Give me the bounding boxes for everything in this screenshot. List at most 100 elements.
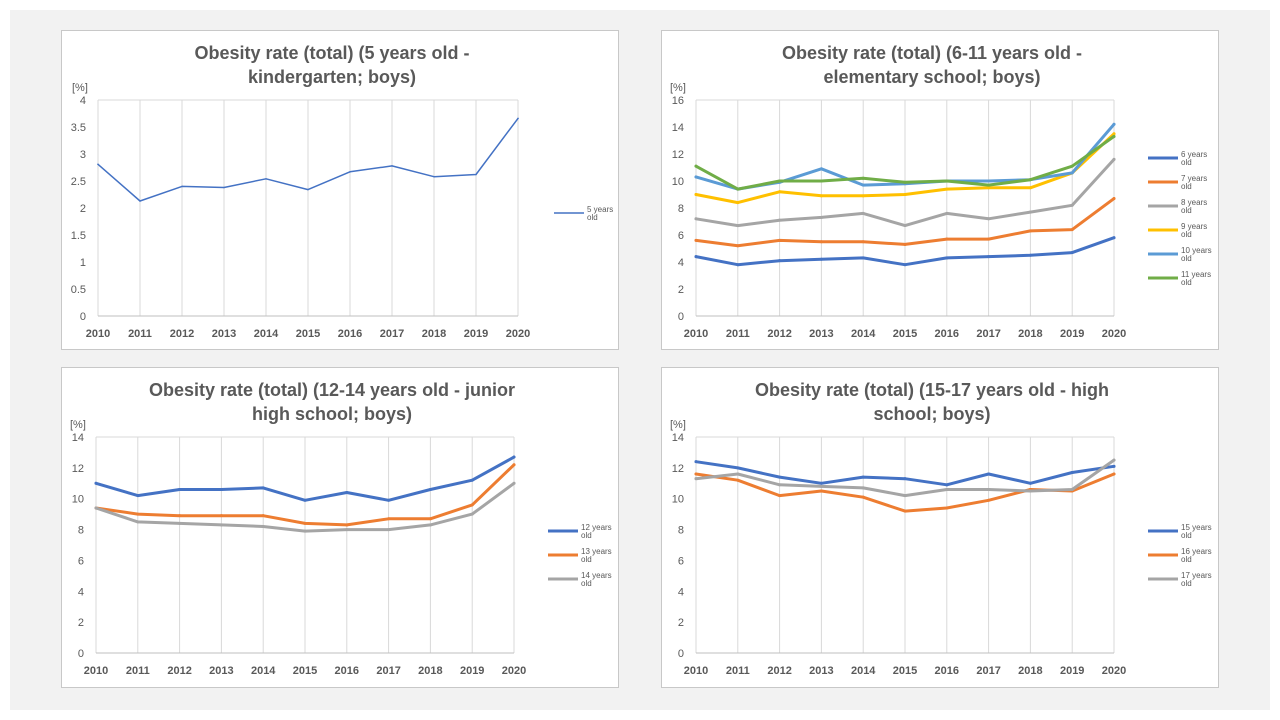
data-point-11-years-old (1070, 164, 1074, 168)
data-point-8-years-old (861, 211, 865, 215)
slide-background: Obesity rate (total) (5 years old - kinde… (10, 10, 1270, 710)
data-point-14-years-old (136, 520, 140, 524)
data-point-6-years-old (819, 257, 823, 261)
chart-title-high-school: Obesity rate (total) (15-17 years old - … (755, 380, 1109, 400)
data-point-9-years-old (736, 201, 740, 205)
legend-label-15-years-old: 15 years (1181, 523, 1212, 532)
x-tick-label: 2018 (418, 665, 442, 677)
data-point-11-years-old (778, 179, 782, 183)
x-tick-label: 2010 (84, 665, 108, 677)
legend-label-8-years-old: old (1181, 206, 1192, 215)
legend-label-8-years-old: 8 years (1181, 198, 1207, 207)
data-point-13-years-old (219, 514, 223, 518)
y-axis-unit-label: [%] (70, 419, 86, 431)
data-point-13-years-old (303, 521, 307, 525)
data-point-6-years-old (1112, 236, 1116, 240)
x-tick-label: 2019 (1060, 328, 1084, 340)
x-tick-label: 2016 (338, 328, 362, 340)
legend-label-12-years-old: old (581, 531, 592, 540)
data-point-11-years-old (694, 164, 698, 168)
x-tick-label: 2013 (809, 328, 833, 340)
data-point-14-years-old (512, 481, 516, 485)
legend-label-5-years-old: 5 years (587, 205, 613, 214)
data-point-12-years-old (428, 487, 432, 491)
y-tick-label: 3 (80, 149, 86, 161)
y-tick-label: 14 (672, 432, 684, 444)
x-tick-label: 2019 (1060, 665, 1084, 677)
y-tick-label: 4 (678, 586, 684, 598)
data-point-10-years-old (1070, 171, 1074, 175)
legend-label-7-years-old: 7 years (1181, 174, 1207, 183)
data-point-9-years-old (1028, 186, 1032, 190)
y-tick-label: 4 (678, 257, 684, 269)
y-tick-label: 1 (80, 257, 86, 269)
y-tick-label: 0 (80, 311, 86, 323)
data-point-8-years-old (1112, 157, 1116, 161)
data-point-16-years-old (819, 489, 823, 493)
y-tick-label: 6 (678, 230, 684, 242)
x-tick-label: 2012 (167, 665, 191, 677)
data-point-5-years-old (181, 185, 183, 188)
data-point-12-years-old (303, 498, 307, 502)
y-axis-unit-label: [%] (670, 82, 686, 94)
data-point-9-years-old (987, 186, 991, 190)
chart-title-elementary: elementary school; boys) (823, 67, 1040, 87)
x-tick-label: 2013 (809, 665, 833, 677)
data-point-13-years-old (136, 512, 140, 516)
y-tick-label: 6 (678, 555, 684, 567)
legend-label-11-years-old: old (1181, 278, 1192, 287)
data-point-16-years-old (903, 509, 907, 513)
y-tick-label: 14 (672, 122, 684, 134)
x-tick-label: 2013 (212, 328, 236, 340)
chart-title-elementary: Obesity rate (total) (6-11 years old - (782, 43, 1082, 63)
data-point-13-years-old (345, 523, 349, 527)
x-tick-label: 2011 (726, 328, 750, 340)
data-point-7-years-old (778, 238, 782, 242)
x-tick-label: 2016 (935, 665, 959, 677)
data-point-15-years-old (778, 475, 782, 479)
legend-label-14-years-old: 14 years (581, 571, 612, 580)
x-tick-label: 2018 (1018, 328, 1042, 340)
data-point-7-years-old (819, 240, 823, 244)
y-tick-label: 10 (672, 494, 684, 506)
data-point-6-years-old (987, 255, 991, 259)
data-point-17-years-old (1070, 487, 1074, 491)
data-point-6-years-old (736, 263, 740, 267)
data-point-14-years-old (94, 506, 98, 510)
x-tick-label: 2016 (335, 665, 359, 677)
data-point-13-years-old (178, 514, 182, 518)
x-tick-label: 2020 (1102, 665, 1126, 677)
data-point-11-years-old (1028, 178, 1032, 182)
data-point-17-years-old (1112, 458, 1116, 462)
data-point-10-years-old (694, 175, 698, 179)
data-point-13-years-old (512, 463, 516, 467)
x-tick-label: 2018 (1018, 665, 1042, 677)
data-point-5-years-old (307, 188, 309, 191)
chart-panel-elementary: Obesity rate (total) (6-11 years old - el… (661, 30, 1219, 350)
data-point-15-years-old (903, 477, 907, 481)
y-tick-label: 1.5 (71, 230, 86, 242)
data-point-17-years-old (903, 494, 907, 498)
data-point-10-years-old (987, 179, 991, 183)
data-point-5-years-old (223, 186, 225, 189)
data-point-6-years-old (945, 256, 949, 260)
data-point-14-years-old (303, 529, 307, 533)
data-point-15-years-old (1112, 464, 1116, 468)
chart-title-junior-high: Obesity rate (total) (12-14 years old - … (149, 380, 515, 400)
data-point-16-years-old (861, 495, 865, 499)
data-point-11-years-old (736, 187, 740, 191)
x-tick-label: 2015 (293, 665, 317, 677)
x-tick-label: 2014 (251, 665, 276, 677)
data-point-9-years-old (903, 193, 907, 196)
legend-label-14-years-old: old (581, 579, 592, 588)
chart-panel-high-school: Obesity rate (total) (15-17 years old - … (661, 367, 1219, 688)
data-point-13-years-old (470, 503, 474, 507)
data-point-8-years-old (1070, 203, 1074, 207)
data-point-8-years-old (903, 224, 907, 228)
data-point-6-years-old (778, 259, 782, 263)
x-tick-label: 2011 (726, 665, 750, 677)
data-point-7-years-old (945, 237, 949, 241)
chart-title-kindergarten: kindergarten; boys) (248, 67, 416, 87)
data-point-11-years-old (861, 176, 865, 180)
y-tick-label: 16 (672, 95, 684, 107)
